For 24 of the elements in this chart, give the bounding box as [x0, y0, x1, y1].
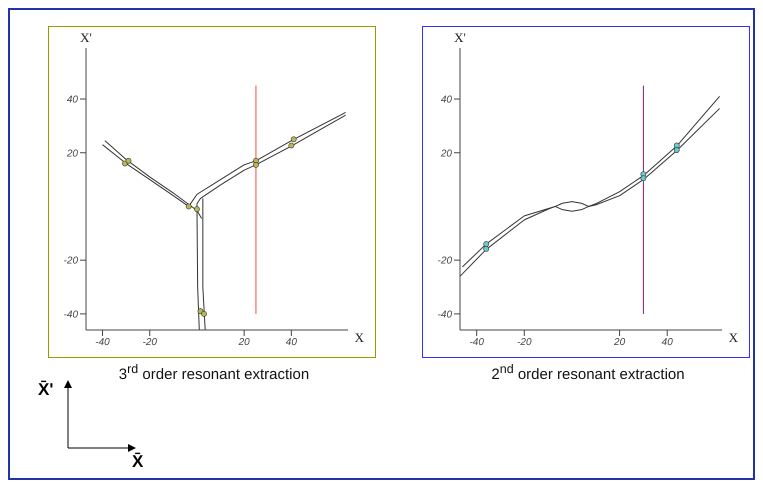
y-tick-label: 40 — [66, 94, 78, 106]
y-tick-label: -20 — [64, 256, 78, 267]
y-axis-title: X' — [454, 30, 466, 45]
y-tick-label: 20 — [66, 148, 78, 160]
x-tick-label: 20 — [238, 337, 250, 348]
text: X̄ — [132, 452, 144, 472]
x-tick-label: -20 — [142, 337, 158, 348]
text: 3$^{rd}$ order resonant extraction — [118, 362, 310, 383]
x-tick-label: -20 — [517, 337, 532, 348]
x-axis-title: X — [354, 330, 365, 345]
y-tick-label: 20 — [440, 148, 452, 160]
text: X̄' — [38, 380, 54, 400]
y-axis-title: X' — [80, 30, 92, 45]
text: 2$^{nd}$ order resonant extraction — [490, 362, 686, 383]
x-tick-label: -40 — [95, 337, 110, 348]
x-tick-label: 40 — [286, 337, 298, 348]
y-tick-label: -40 — [64, 309, 78, 320]
y-tick-label: 40 — [440, 94, 452, 106]
y-tick-label: -20 — [438, 256, 452, 267]
y-tick-label: -40 — [438, 309, 452, 320]
x-axis-title: X — [728, 330, 739, 345]
x-tick-label: -40 — [469, 337, 484, 348]
x-tick-label: 40 — [662, 337, 674, 348]
x-tick-label: 20 — [613, 337, 626, 348]
